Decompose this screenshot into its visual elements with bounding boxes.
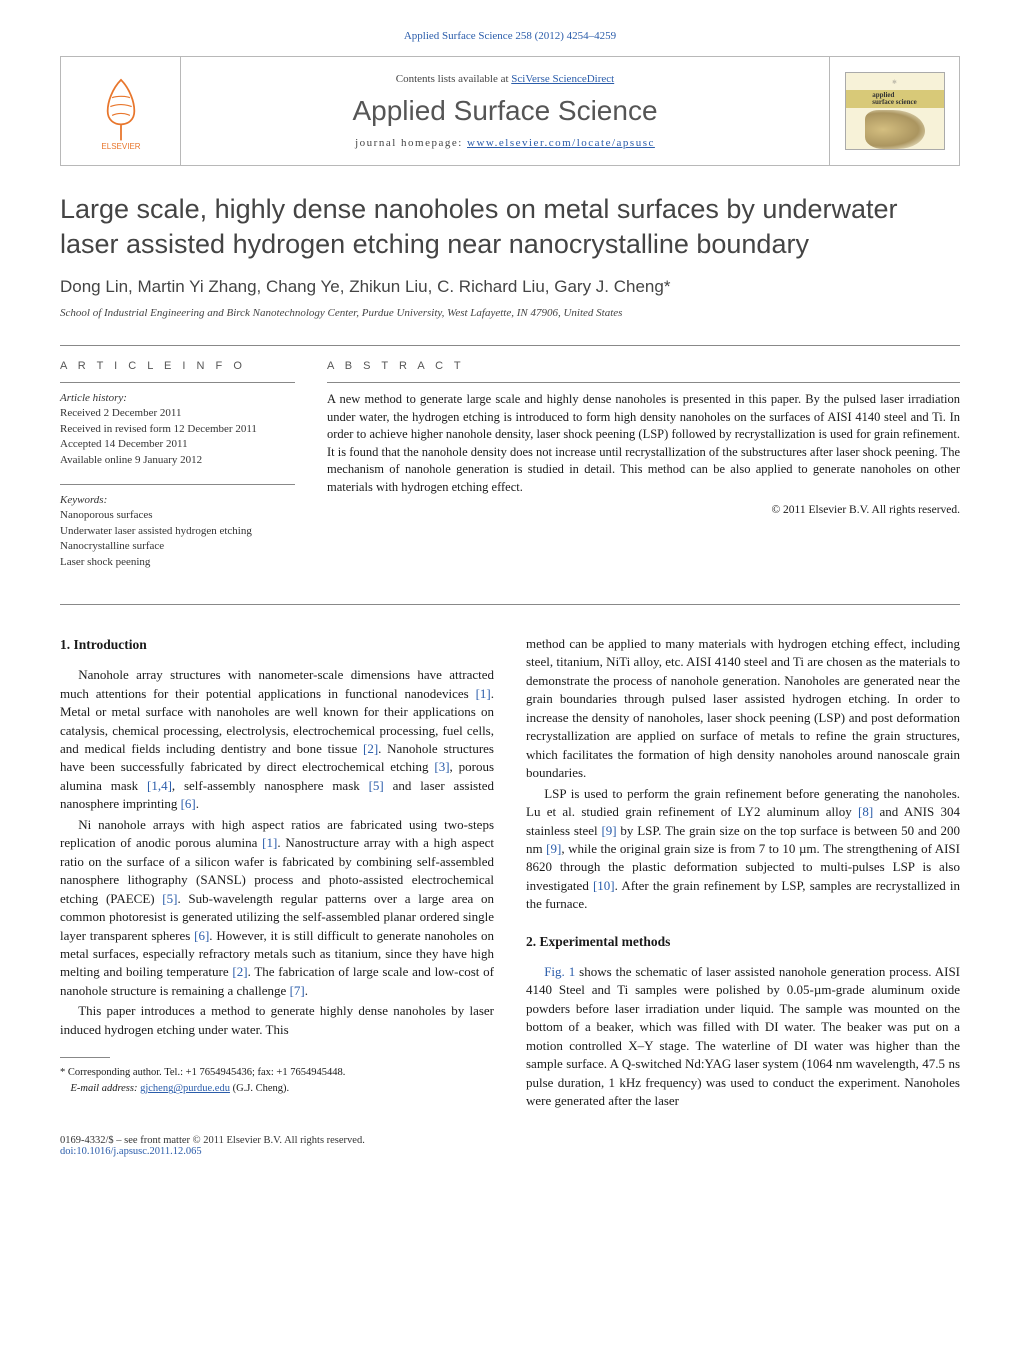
s1-p2: Ni nanohole arrays with high aspect rati…: [60, 816, 494, 1001]
keywords-label: Keywords:: [60, 494, 107, 506]
article-info-head: A R T I C L E I N F O: [60, 360, 295, 372]
s2-p1: Fig. 1 shows the schematic of laser assi…: [526, 963, 960, 1111]
email-label: E-mail address:: [71, 1083, 138, 1094]
footnote-rule: [60, 1057, 110, 1058]
keyword-2: Underwater laser assisted hydrogen etchi…: [60, 525, 252, 537]
keyword-3: Nanocrystalline surface: [60, 540, 164, 552]
publisher-name: ELSEVIER: [101, 142, 140, 151]
publisher-logo: ELSEVIER: [61, 57, 181, 165]
keywords-block: Keywords: Nanoporous surfaces Underwater…: [60, 485, 295, 570]
abstract-copyright: © 2011 Elsevier B.V. All rights reserved…: [327, 504, 960, 516]
journal-title: Applied Surface Science: [352, 95, 657, 127]
contents-lists-line: Contents lists available at SciVerse Sci…: [396, 73, 614, 85]
cover-label-2: surface science: [872, 98, 917, 106]
s1-p3b: method can be applied to many materials …: [526, 635, 960, 783]
journal-homepage-line: journal homepage: www.elsevier.com/locat…: [355, 137, 655, 149]
email-suffix: (G.J. Cheng).: [233, 1083, 290, 1094]
s1-p1: Nanohole array structures with nanometer…: [60, 666, 494, 814]
history-revised: Received in revised form 12 December 201…: [60, 423, 257, 435]
s1-p4: LSP is used to perform the grain refinem…: [526, 785, 960, 914]
history-label: Article history:: [60, 392, 127, 404]
email-link[interactable]: gjcheng@purdue.edu: [140, 1083, 230, 1094]
affiliation-line: School of Industrial Engineering and Bir…: [60, 307, 960, 319]
abstract-head: A B S T R A C T: [327, 360, 960, 372]
page-footer: 0169-4332/$ – see front matter © 2011 El…: [60, 1135, 960, 1157]
keyword-1: Nanoporous surfaces: [60, 509, 153, 521]
contents-lists-prefix: Contents lists available at: [396, 73, 511, 85]
contents-bar: ELSEVIER Contents lists available at Sci…: [60, 56, 960, 166]
footnote-block: * Corresponding author. Tel.: +1 7654945…: [60, 1057, 494, 1096]
history-block: Article history: Received 2 December 201…: [60, 383, 295, 468]
article-title: Large scale, highly dense nanoholes on m…: [60, 192, 960, 261]
running-header-ref: Applied Surface Science 258 (2012) 4254–…: [404, 30, 616, 42]
corresponding-email-line: E-mail address: gjcheng@purdue.edu (G.J.…: [60, 1082, 494, 1096]
section-2-head: 2. Experimental methods: [526, 932, 960, 951]
rule-bottom: [60, 604, 960, 605]
abstract-block: A B S T R A C T A new method to generate…: [327, 360, 960, 586]
body-columns: 1. Introduction Nanohole array structure…: [60, 635, 960, 1111]
page-root: Applied Surface Science 258 (2012) 4254–…: [0, 0, 1020, 1197]
history-accepted: Accepted 14 December 2011: [60, 438, 188, 450]
cover-image: ⚛ applied surface science: [845, 72, 945, 150]
cover-art-icon: [865, 110, 925, 149]
homepage-link[interactable]: www.elsevier.com/locate/apsusc: [467, 137, 655, 149]
sciencedirect-link[interactable]: SciVerse ScienceDirect: [511, 73, 614, 85]
history-online: Available online 9 January 2012: [60, 454, 202, 466]
authors-line: Dong Lin, Martin Yi Zhang, Chang Ye, Zhi…: [60, 277, 960, 297]
footer-line1: 0169-4332/$ – see front matter © 2011 El…: [60, 1135, 960, 1146]
running-header: Applied Surface Science 258 (2012) 4254–…: [60, 30, 960, 42]
journal-cover-thumb: ⚛ applied surface science: [829, 57, 959, 165]
article-info-block: A R T I C L E I N F O Article history: R…: [60, 360, 295, 586]
footer-doi: doi:10.1016/j.apsusc.2011.12.065: [60, 1146, 960, 1157]
abstract-text: A new method to generate large scale and…: [327, 383, 960, 496]
s1-p3: This paper introduces a method to genera…: [60, 1002, 494, 1039]
history-received: Received 2 December 2011: [60, 407, 181, 419]
homepage-prefix: journal homepage:: [355, 137, 467, 149]
elsevier-tree-icon: ELSEVIER: [81, 71, 161, 151]
contents-middle: Contents lists available at SciVerse Sci…: [181, 57, 829, 165]
section-1-head: 1. Introduction: [60, 635, 494, 654]
keyword-4: Laser shock peening: [60, 556, 150, 568]
meta-abstract-row: A R T I C L E I N F O Article history: R…: [60, 346, 960, 604]
corresponding-author: * Corresponding author. Tel.: +1 7654945…: [60, 1066, 494, 1080]
